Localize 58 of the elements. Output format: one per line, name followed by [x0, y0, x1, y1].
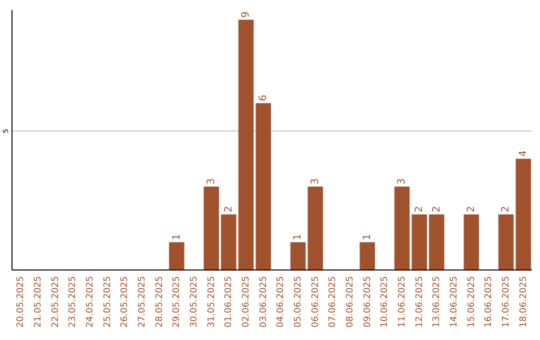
x-tick-label: 07.06.2025	[328, 276, 338, 328]
bar	[221, 214, 236, 270]
data-label: 2	[431, 206, 442, 212]
bar	[290, 242, 306, 270]
x-tick-label: 22.05.2025	[50, 276, 61, 328]
x-tick-label: 27.05.2025	[137, 276, 148, 328]
bar	[360, 242, 375, 270]
x-tick-label: 28.05.2025	[154, 276, 165, 328]
x-tick-label: 21.05.2025	[33, 276, 44, 328]
x-tick-label: 10.06.2025	[380, 276, 390, 328]
x-tick-label: 23.05.2025	[68, 276, 78, 328]
bar	[169, 242, 184, 270]
bar	[412, 214, 427, 270]
bar	[498, 214, 514, 270]
bar	[429, 214, 444, 270]
bar	[238, 20, 254, 270]
bar	[204, 186, 219, 270]
data-label: 1	[362, 234, 374, 240]
x-tick-label: 17.06.2025	[501, 276, 512, 328]
x-tick-label: 02.06.2025	[241, 276, 252, 328]
x-tick-label: 11.06.2025	[397, 276, 408, 328]
data-label: 9	[240, 11, 252, 18]
data-label: 3	[206, 178, 218, 185]
x-tick-label: 26.05.2025	[120, 276, 130, 328]
x-tick-label: 13.06.2025	[432, 276, 442, 328]
x-tick-label: 12.06.2025	[414, 276, 425, 328]
x-tick-label: 06.06.2025	[310, 276, 321, 328]
x-tick-label: 04.06.2025	[276, 276, 286, 328]
data-label: 2	[500, 206, 512, 212]
data-label: 1	[292, 234, 304, 240]
data-label: 3	[396, 178, 408, 185]
bar	[394, 186, 410, 270]
x-tick-label: 01.06.2025	[224, 276, 234, 328]
data-label: 2	[414, 206, 426, 212]
data-label: 4	[518, 150, 530, 157]
bar	[464, 214, 479, 270]
x-tick-label: 16.06.2025	[484, 276, 494, 328]
data-label: 2	[223, 206, 234, 212]
x-tick-label: 30.05.2025	[189, 276, 200, 328]
x-tick-label: 29.05.2025	[172, 276, 182, 328]
bar	[516, 158, 531, 270]
data-label: 6	[258, 94, 270, 102]
data-label: 3	[310, 178, 322, 185]
bar	[256, 103, 271, 270]
x-tick-label: 18.06.2025	[518, 276, 529, 328]
x-tick-label: 15.06.2025	[466, 276, 477, 328]
x-tick-label: 05.06.2025	[293, 276, 304, 328]
x-tick-label: 03.06.2025	[258, 276, 269, 328]
x-tick-label: 20.05.2025	[16, 276, 26, 328]
x-tick-label: 09.06.2025	[362, 276, 373, 328]
x-tick-label: 25.05.2025	[102, 276, 113, 328]
x-tick-label: 24.05.2025	[85, 276, 96, 328]
data-label: 2	[466, 206, 478, 212]
data-label: 1	[171, 234, 182, 240]
x-tick-label: 14.06.2025	[449, 276, 460, 328]
x-tick-label: 31.05.2025	[206, 276, 217, 328]
bar	[308, 186, 323, 270]
x-tick-label: 08.06.2025	[345, 276, 356, 328]
